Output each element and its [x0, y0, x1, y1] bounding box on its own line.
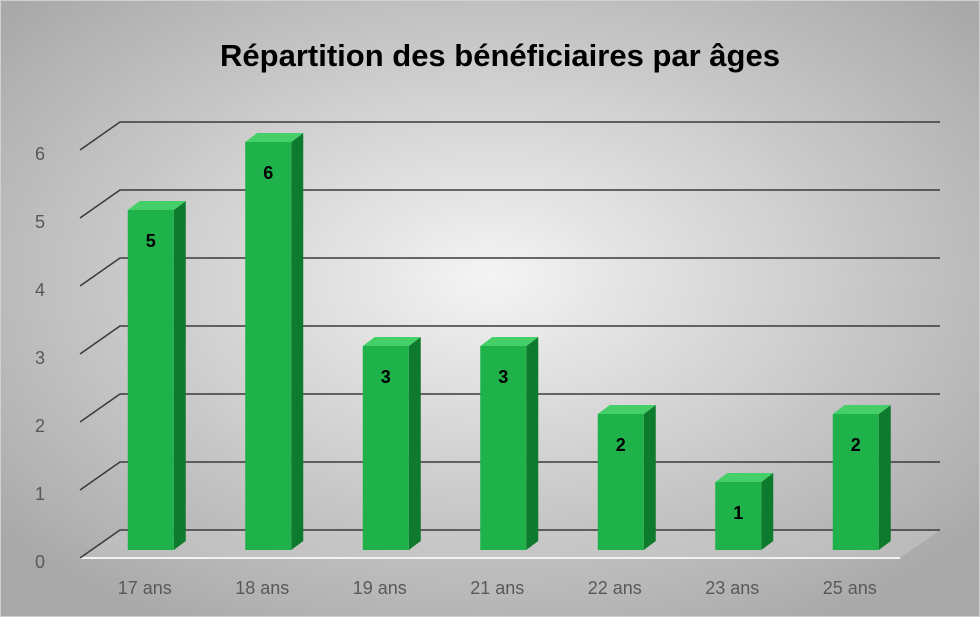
bar-top [362, 337, 421, 346]
data-label: 6 [263, 163, 273, 183]
grid-line [79, 461, 940, 491]
bar-top [127, 201, 186, 210]
x-tick-label: 25 ans [823, 578, 877, 598]
chart-title: Répartition des bénéficiaires par âges [220, 38, 780, 73]
x-tick-label: 19 ans [353, 578, 407, 598]
y-tick-label: 6 [35, 144, 45, 164]
x-tick-label: 21 ans [470, 578, 524, 598]
grid-line [79, 189, 940, 219]
data-label: 2 [616, 435, 626, 455]
bar-top [245, 133, 304, 142]
bar [127, 210, 174, 550]
bar-side [761, 473, 774, 550]
bar-side [291, 133, 304, 550]
bar-top [832, 405, 891, 414]
grid-line [79, 393, 940, 423]
data-label: 3 [498, 367, 508, 387]
data-label: 5 [146, 231, 156, 251]
bar [362, 346, 409, 550]
x-tick-label: 18 ans [235, 578, 289, 598]
data-label: 1 [733, 503, 743, 523]
bar-top [480, 337, 539, 346]
y-tick-label: 3 [35, 348, 45, 368]
x-tick-label: 22 ans [588, 578, 642, 598]
bar-top [715, 473, 774, 482]
bar [480, 346, 527, 550]
bar [245, 142, 292, 550]
y-tick-label: 4 [35, 280, 45, 300]
y-tick-label: 1 [35, 484, 45, 504]
bar-side [878, 405, 891, 550]
bar-side [643, 405, 656, 550]
bar-side [173, 201, 186, 550]
bar [597, 414, 644, 550]
y-tick-label: 0 [35, 552, 45, 572]
y-tick-label: 2 [35, 416, 45, 436]
bar [832, 414, 879, 550]
y-tick-label: 5 [35, 212, 45, 232]
grid-line [79, 529, 940, 559]
data-label: 2 [851, 435, 861, 455]
x-tick-label: 17 ans [118, 578, 172, 598]
bar [715, 482, 762, 550]
grid-line [79, 257, 940, 287]
bar-side [408, 337, 421, 550]
grid-line [79, 325, 940, 355]
bar-top [597, 405, 656, 414]
bar-side [526, 337, 539, 550]
data-label: 3 [381, 367, 391, 387]
grid-line [79, 121, 940, 151]
x-tick-label: 23 ans [705, 578, 759, 598]
